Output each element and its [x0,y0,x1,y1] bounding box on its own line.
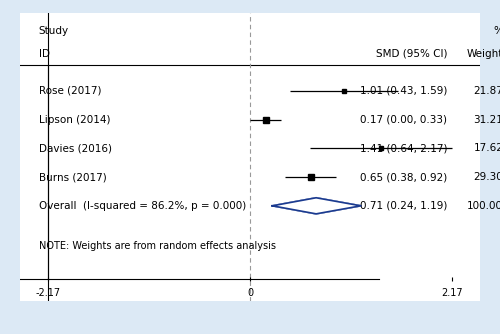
Polygon shape [272,198,361,214]
Text: 2.17: 2.17 [442,288,463,298]
Text: Overall  (I-squared = 86.2%, p = 0.000): Overall (I-squared = 86.2%, p = 0.000) [38,201,246,211]
Text: 100.00: 100.00 [468,201,500,211]
Text: Weight: Weight [467,48,500,58]
Text: 1.01 (0.43, 1.59): 1.01 (0.43, 1.59) [360,86,448,96]
Text: 17.62: 17.62 [474,143,500,153]
Text: 21.87: 21.87 [474,86,500,96]
Text: Davies (2016): Davies (2016) [38,143,112,153]
Text: SMD (95% CI): SMD (95% CI) [376,48,448,58]
Text: 0.71 (0.24, 1.19): 0.71 (0.24, 1.19) [360,201,448,211]
Text: 31.21: 31.21 [474,115,500,125]
Text: -2.17: -2.17 [36,288,60,298]
Text: 1.41 (0.64, 2.17): 1.41 (0.64, 2.17) [360,143,448,153]
Text: ID: ID [38,48,50,58]
Text: Study: Study [38,26,68,36]
Text: 0: 0 [247,288,253,298]
Text: NOTE: Weights are from random effects analysis: NOTE: Weights are from random effects an… [38,241,276,251]
Text: Rose (2017): Rose (2017) [38,86,101,96]
Text: 29.30: 29.30 [474,172,500,182]
Text: Burns (2017): Burns (2017) [38,172,106,182]
Text: 0.65 (0.38, 0.92): 0.65 (0.38, 0.92) [360,172,448,182]
Text: Lipson (2014): Lipson (2014) [38,115,110,125]
Text: 0.17 (0.00, 0.33): 0.17 (0.00, 0.33) [360,115,448,125]
Text: %: % [494,26,500,36]
